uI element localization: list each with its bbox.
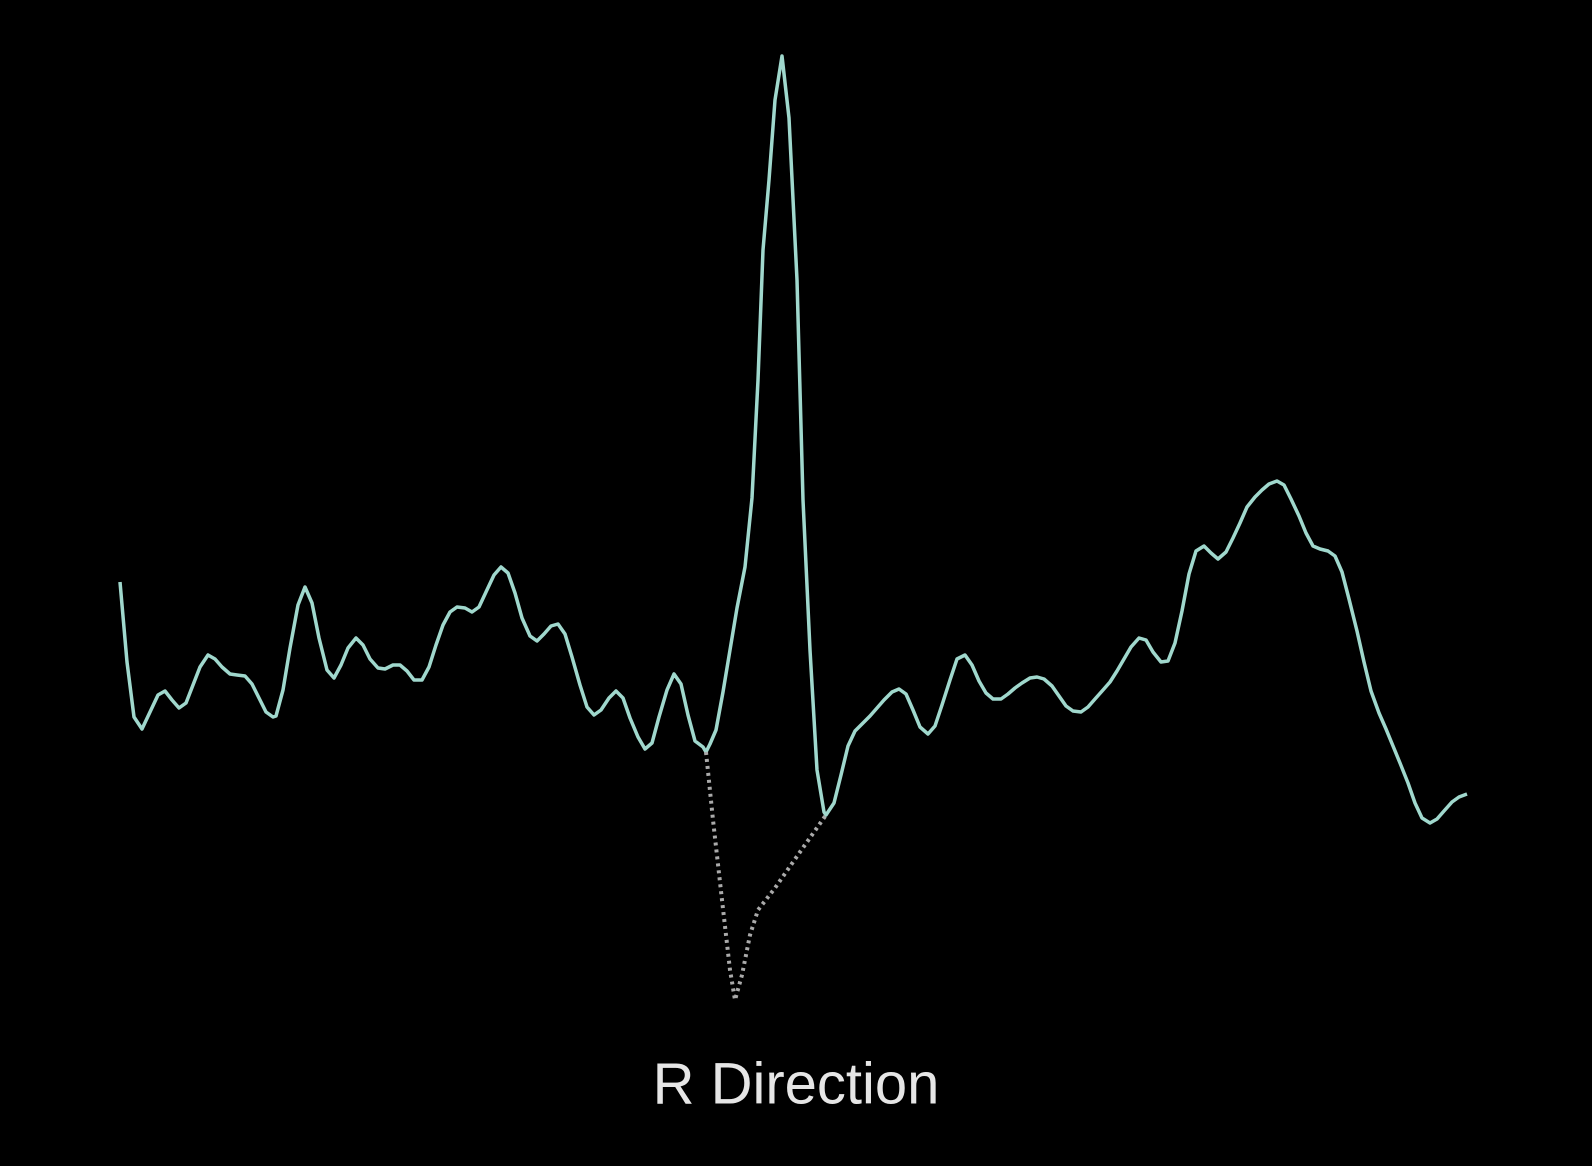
dotted-line (704, 751, 828, 1002)
chart-title: R Direction (653, 1051, 940, 1116)
signal-line (118, 54, 1468, 825)
